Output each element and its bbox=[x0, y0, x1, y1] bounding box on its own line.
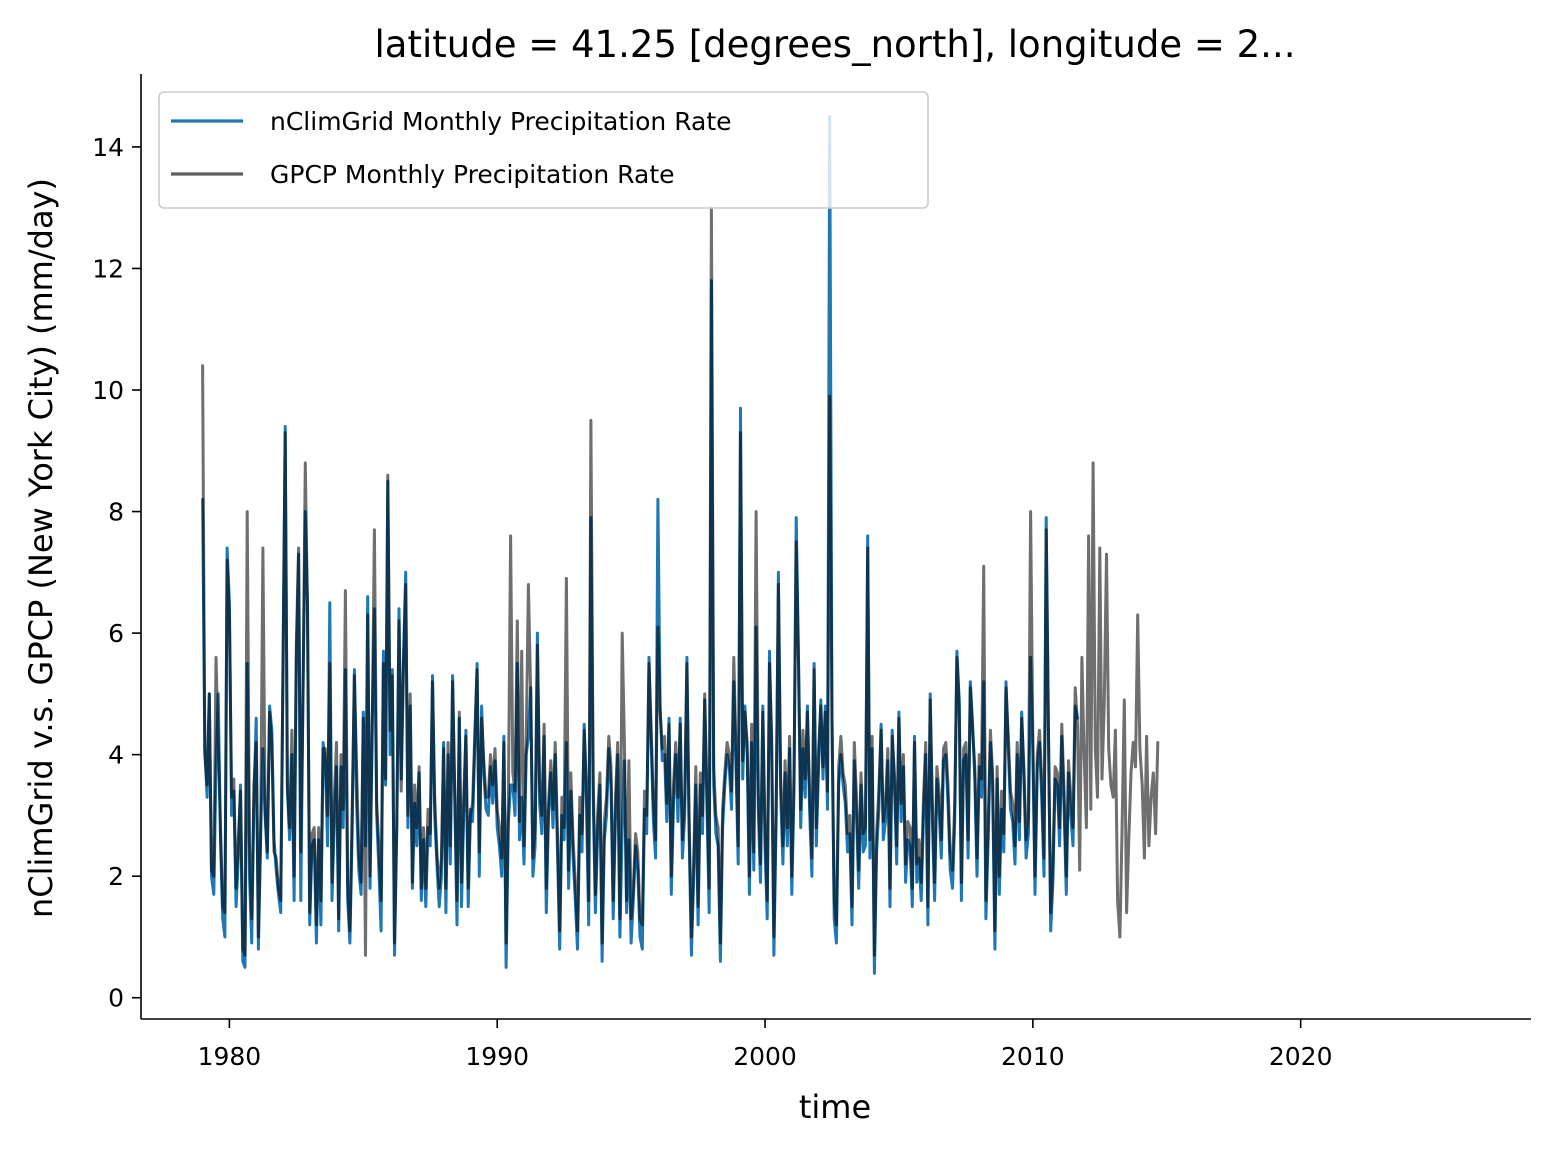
chart-title: latitude = 41.25 [degrees_north], longit… bbox=[375, 23, 1296, 66]
y-tick-label: 4 bbox=[108, 741, 124, 770]
x-tick-label: 2020 bbox=[1269, 1042, 1333, 1071]
y-tick-label: 2 bbox=[108, 862, 124, 891]
y-tick-label: 14 bbox=[92, 133, 124, 162]
y-ticks: 0 2 4 6 8 10 12 14 bbox=[92, 133, 141, 1013]
y-tick-label: 0 bbox=[108, 984, 124, 1013]
x-tick-label: 2000 bbox=[733, 1042, 797, 1071]
x-tick-label: 1980 bbox=[198, 1042, 262, 1071]
legend-frame bbox=[158, 91, 929, 209]
y-tick-label: 12 bbox=[92, 254, 124, 283]
y-axis-title: nClimGrid v.s. GPCP (New York City) (mm/… bbox=[22, 178, 60, 918]
series-layer bbox=[201, 115, 1160, 975]
x-ticks: 1980 1990 2000 2010 2020 bbox=[198, 1019, 1333, 1071]
x-tick-label: 2010 bbox=[1001, 1042, 1065, 1071]
x-axis-title: time bbox=[799, 1088, 871, 1126]
y-tick-label: 10 bbox=[92, 376, 124, 405]
legend: nClimGrid Monthly Precipitation Rate GPC… bbox=[158, 91, 929, 209]
y-tick-label: 6 bbox=[108, 619, 124, 648]
legend-label-gpcp: GPCP Monthly Precipitation Rate bbox=[270, 160, 675, 189]
y-tick-label: 8 bbox=[108, 498, 124, 527]
series-line-gpcp bbox=[201, 206, 1160, 957]
x-tick-label: 1990 bbox=[465, 1042, 529, 1071]
legend-label-nclimgrid: nClimGrid Monthly Precipitation Rate bbox=[270, 107, 732, 136]
